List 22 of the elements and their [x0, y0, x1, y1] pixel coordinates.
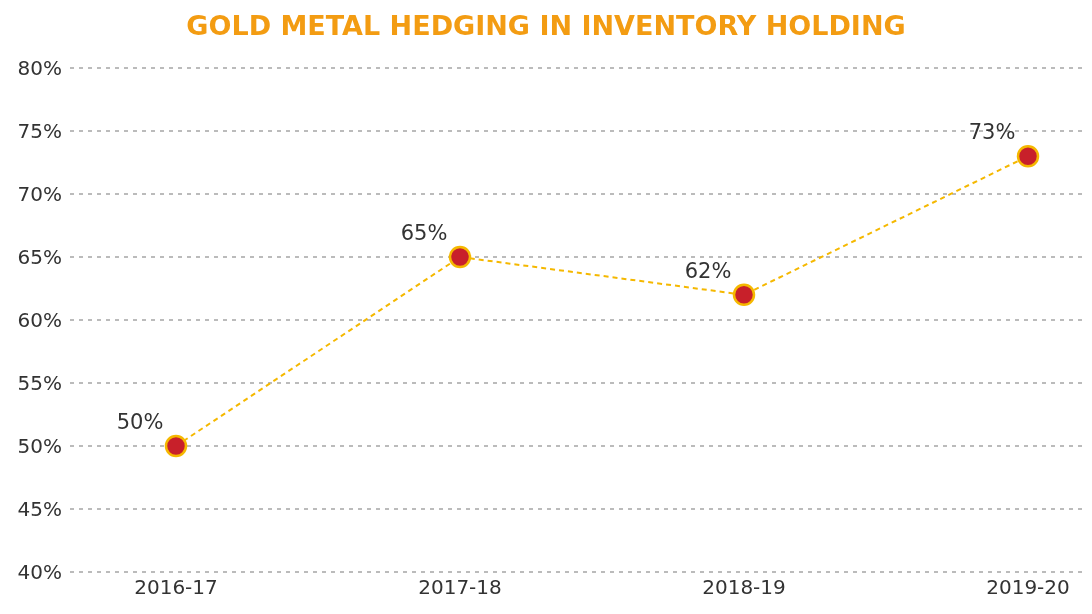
y-tick-label: 80%	[17, 56, 62, 81]
data-label: 73%	[968, 120, 1016, 145]
point	[732, 283, 756, 307]
y-tick-label: 60%	[17, 308, 62, 333]
y-tick-label: 65%	[17, 245, 62, 270]
point	[164, 434, 188, 458]
y-tick-label: 55%	[17, 371, 62, 396]
data-label: 62%	[684, 258, 732, 283]
y-tick-label: 70%	[17, 182, 62, 207]
x-tick-label: 2019-20	[986, 575, 1070, 600]
data-label: 50%	[116, 410, 164, 434]
y-tick-label: 45%	[17, 497, 62, 522]
x-tick-label: 2018-19	[702, 575, 786, 600]
point	[448, 245, 472, 269]
point	[1016, 144, 1040, 168]
data-label: 65%	[400, 221, 448, 245]
y-tick-label: 50%	[17, 434, 62, 459]
x-tick-label: 2017-18	[418, 575, 502, 600]
x-tick-label: 2016-17	[134, 575, 218, 600]
chart-title: GOLD METAL HEDGING IN INVENTORY HOLDING	[185, 9, 907, 43]
y-tick-label: 75%	[17, 119, 62, 144]
y-tick-label: 40%	[17, 560, 62, 585]
